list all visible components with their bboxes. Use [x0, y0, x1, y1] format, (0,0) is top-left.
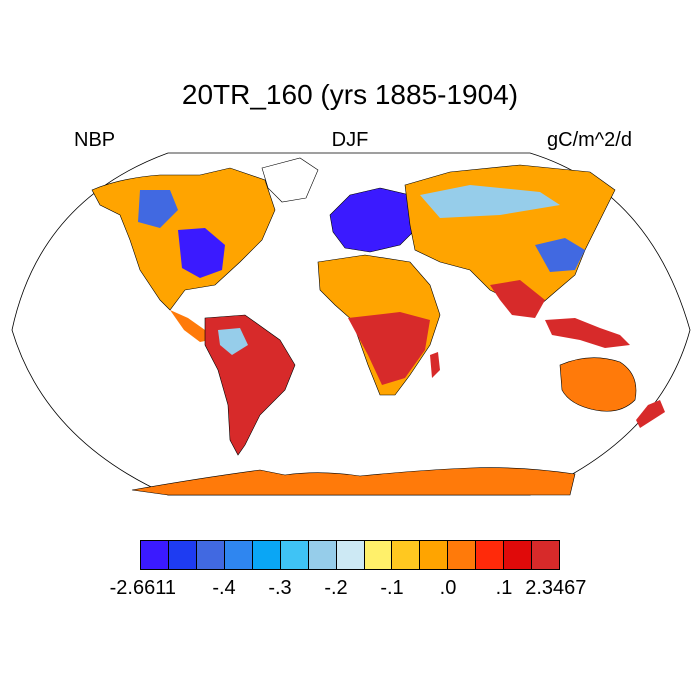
map-title: 20TR_160 (yrs 1885-1904) [181, 79, 519, 110]
colorbar-swatch-14 [532, 540, 561, 570]
europe [329, 187, 421, 253]
colorbar-tick-label: .1 [495, 577, 513, 599]
colorbar-swatch-11 [448, 540, 477, 570]
colorbar-swatch-13 [504, 540, 533, 570]
colorbar-tick-label: -.1 [380, 577, 404, 599]
colorbar-swatch-6 [308, 540, 337, 570]
colorbar-tick-label: 2.3467 [525, 577, 587, 599]
madagascar [430, 352, 440, 378]
colorbar-swatch-4 [252, 540, 281, 570]
antarctica [131, 467, 576, 496]
indonesia [545, 318, 630, 348]
colorbar-swatch-12 [476, 540, 505, 570]
colorbar-swatch-10 [420, 540, 449, 570]
colorbar-tick-label: -.4 [212, 577, 236, 599]
colorbar-tick-label: -2.6611 [109, 577, 176, 599]
colorbar-swatch-7 [336, 540, 365, 570]
colorbar-tick-label: .0 [439, 577, 457, 599]
colorbar-tick-label: -.2 [324, 577, 348, 599]
east-asia-sink [535, 238, 585, 272]
greenland [261, 157, 319, 203]
south-america-sink [218, 328, 248, 355]
colorbar-swatch-8 [364, 540, 393, 570]
australia [559, 357, 637, 412]
colorbar-swatch-2 [196, 540, 225, 570]
colorbar-swatch-5 [280, 540, 309, 570]
africa-tropics [348, 312, 430, 385]
asia-cold-band [420, 185, 560, 218]
colorbar-swatch-0 [140, 540, 169, 570]
north-america-west-sink [138, 190, 178, 228]
south-asia-source [490, 280, 545, 318]
colorbar-tick-label: -.3 [268, 577, 292, 599]
new-zealand [636, 400, 665, 428]
units-label: gC/m^2/d [547, 129, 632, 151]
colorbar-swatch-1 [168, 540, 197, 570]
map-content [11, 152, 691, 496]
colorbar-swatch-9 [392, 540, 421, 570]
central-america [170, 310, 210, 342]
season-label: DJF [331, 129, 369, 151]
variable-label: NBP [74, 129, 116, 151]
north-america-east-sink [178, 228, 225, 278]
colorbar-swatch-3 [224, 540, 253, 570]
colorbar [140, 540, 561, 570]
